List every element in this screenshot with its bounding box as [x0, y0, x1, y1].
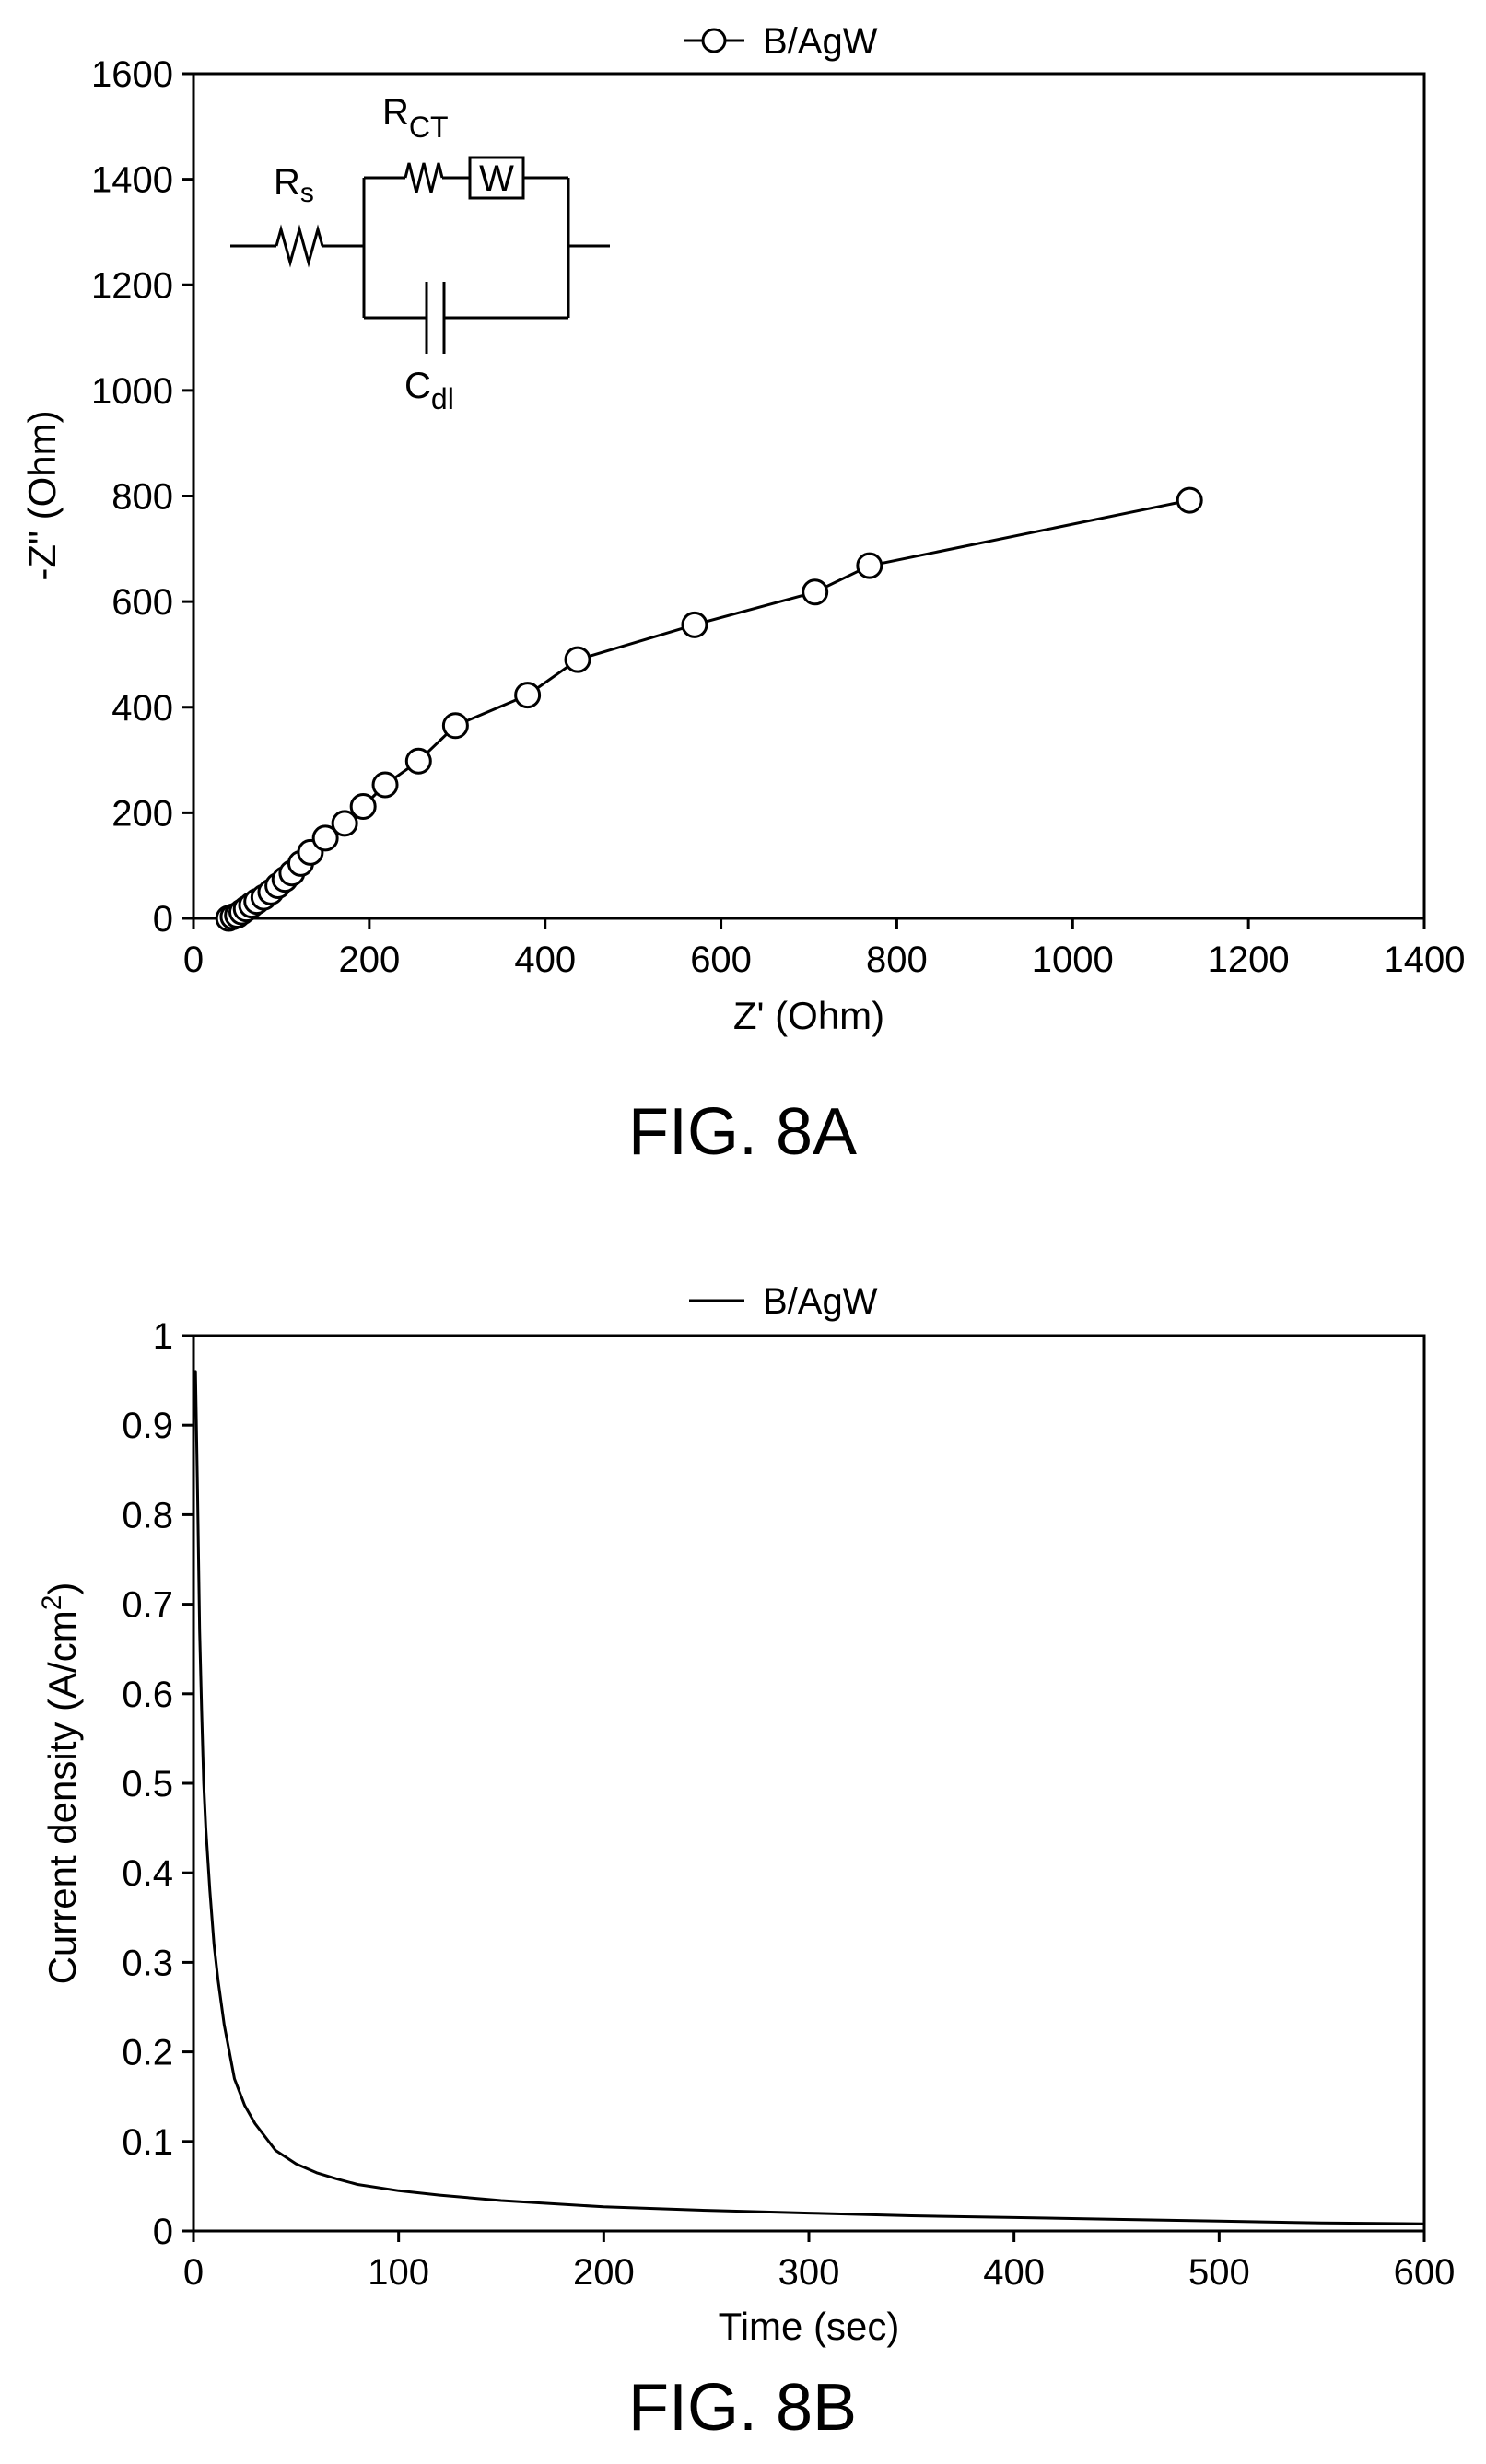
y-tick-label: 0.1 — [122, 2122, 173, 2163]
x-axis-label-8a: Z' (Ohm) — [733, 994, 884, 1037]
x-tick-label: 200 — [573, 2252, 635, 2293]
data-point-marker — [1176, 486, 1203, 514]
label-rs-sub: s — [300, 178, 314, 208]
x-tick-label: 100 — [368, 2252, 429, 2293]
x-tick-label: 1400 — [1384, 940, 1466, 980]
x-tick-label: 0 — [183, 940, 204, 980]
x-tick-label: 400 — [514, 940, 576, 980]
plot-frame-8b — [192, 1334, 1426, 2233]
series-8b — [192, 1370, 1425, 2225]
label-cdl-sub: dl — [431, 382, 454, 415]
data-point-marker — [514, 682, 542, 709]
y-tick-label: 0.6 — [122, 1675, 173, 1715]
axis-ticks-8a: 0 200 400 600 800 1000 1200 1400 0 200 400 600 800 10… — [91, 54, 1465, 980]
y-axis-label-8b: Current density (A/cm2) — [37, 1582, 84, 1985]
data-point-marker — [349, 792, 377, 820]
y-axis-label-8b-close: ) — [41, 1582, 84, 1595]
chart-8b: B/AgW 0 100 200 300 400 500 600 0 0.1 0.2 0.3 0.4 0.… — [37, 1281, 1455, 2445]
series-line — [228, 498, 1190, 920]
series-8a — [215, 486, 1203, 932]
y-tick-label: 0 — [153, 899, 173, 940]
y-tick-label: 0 — [153, 2212, 173, 2252]
data-point-marker — [564, 646, 591, 673]
x-tick-label: 400 — [983, 2252, 1045, 2293]
y-axis-label-8a: -Z" (Ohm) — [20, 410, 64, 580]
label-rs-main: R — [274, 162, 300, 203]
x-axis-label-8b: Time (sec) — [719, 2305, 900, 2348]
x-tick-label: 1000 — [1032, 940, 1114, 980]
chart-8a: B/AgW 0 200 400 600 800 1000 1200 1400 0 200 400 60… — [20, 21, 1465, 1169]
x-tick-label: 800 — [866, 940, 928, 980]
legend-8b: B/AgW — [689, 1281, 878, 1322]
data-point-marker — [681, 611, 708, 638]
equivalent-circuit-inset — [230, 156, 610, 354]
x-tick-label: 500 — [1188, 2252, 1250, 2293]
x-tick-label: 300 — [778, 2252, 840, 2293]
label-warburg: W — [479, 158, 514, 199]
label-rct-main: R — [382, 92, 409, 133]
y-tick-label: 1200 — [91, 265, 173, 306]
figure-caption-8a: FIG. 8A — [628, 1095, 857, 1169]
x-tick-label: 600 — [690, 940, 752, 980]
circuit-labels: Rs RCT W Cdl — [274, 92, 514, 415]
data-point-marker — [311, 824, 339, 852]
y-tick-label: 200 — [111, 793, 173, 834]
figure-caption-8b: FIG. 8B — [628, 2371, 857, 2445]
x-tick-label: 0 — [183, 2252, 204, 2293]
x-tick-label: 200 — [338, 940, 400, 980]
label-cdl: Cdl — [404, 366, 454, 415]
y-tick-label: 0.9 — [122, 1406, 173, 1446]
y-tick-label: 800 — [111, 477, 173, 518]
y-tick-label: 400 — [111, 688, 173, 729]
y-tick-label: 0.5 — [122, 1764, 173, 1804]
label-rct: RCT — [382, 92, 449, 144]
data-point-marker — [441, 712, 469, 740]
series-line — [192, 1370, 1425, 2225]
x-tick-label: 600 — [1394, 2252, 1456, 2293]
y-tick-label: 1000 — [91, 371, 173, 412]
y-axis-label-8b-sup: 2 — [37, 1595, 67, 1611]
data-point-marker — [802, 578, 829, 606]
data-point-marker — [404, 747, 432, 775]
legend-label-8b: B/AgW — [763, 1281, 878, 1322]
legend-marker-8a — [701, 28, 727, 53]
data-point-marker — [371, 771, 399, 799]
data-point-marker — [331, 810, 358, 837]
label-rs: Rs — [274, 162, 314, 208]
axis-ticks-8b: 0 100 200 300 400 500 600 0 0.1 0.2 0.3 0.4 0.5 0.6 0.… — [122, 1316, 1455, 2293]
y-tick-label: 0.3 — [122, 1943, 173, 1983]
legend-8a: B/AgW — [684, 21, 878, 62]
x-tick-label: 1200 — [1208, 940, 1290, 980]
y-axis-label-8b-main: Current density (A/cm — [41, 1610, 84, 1984]
y-tick-label: 1 — [153, 1316, 173, 1357]
label-rct-sub: CT — [409, 111, 449, 144]
resistor-rct-symbol — [404, 162, 444, 193]
y-tick-label: 0.7 — [122, 1585, 173, 1626]
y-tick-label: 0.8 — [122, 1495, 173, 1536]
y-tick-label: 1600 — [91, 54, 173, 95]
y-tick-label: 0.2 — [122, 2033, 173, 2073]
y-tick-label: 600 — [111, 582, 173, 623]
y-tick-label: 1400 — [91, 160, 173, 201]
label-cdl-main: C — [404, 366, 431, 406]
data-point-marker — [856, 552, 883, 579]
y-tick-label: 0.4 — [122, 1853, 173, 1894]
resistor-rs-symbol — [275, 224, 324, 268]
legend-label-8a: B/AgW — [763, 21, 878, 62]
